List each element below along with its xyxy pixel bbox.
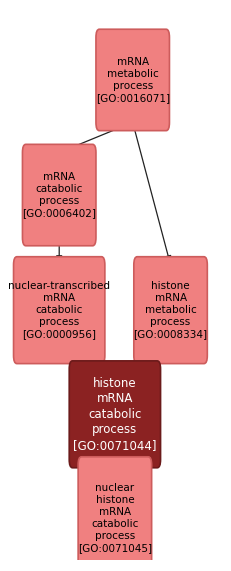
Text: histone
mRNA
catabolic
process
[GO:0071044]: histone mRNA catabolic process [GO:00710… bbox=[73, 377, 156, 452]
FancyBboxPatch shape bbox=[133, 257, 207, 364]
Text: mRNA
catabolic
process
[GO:0006402]: mRNA catabolic process [GO:0006402] bbox=[22, 172, 96, 218]
FancyBboxPatch shape bbox=[78, 457, 151, 571]
FancyBboxPatch shape bbox=[13, 257, 104, 364]
Text: mRNA
metabolic
process
[GO:0016071]: mRNA metabolic process [GO:0016071] bbox=[95, 57, 169, 103]
FancyBboxPatch shape bbox=[96, 29, 169, 131]
FancyBboxPatch shape bbox=[69, 361, 160, 468]
Text: nuclear-transcribed
mRNA
catabolic
process
[GO:0000956]: nuclear-transcribed mRNA catabolic proce… bbox=[8, 281, 110, 339]
Text: histone
mRNA
metabolic
process
[GO:0008334]: histone mRNA metabolic process [GO:00083… bbox=[133, 281, 207, 339]
Text: nuclear
histone
mRNA
catabolic
process
[GO:0071045]: nuclear histone mRNA catabolic process [… bbox=[77, 484, 151, 553]
FancyBboxPatch shape bbox=[22, 144, 96, 246]
